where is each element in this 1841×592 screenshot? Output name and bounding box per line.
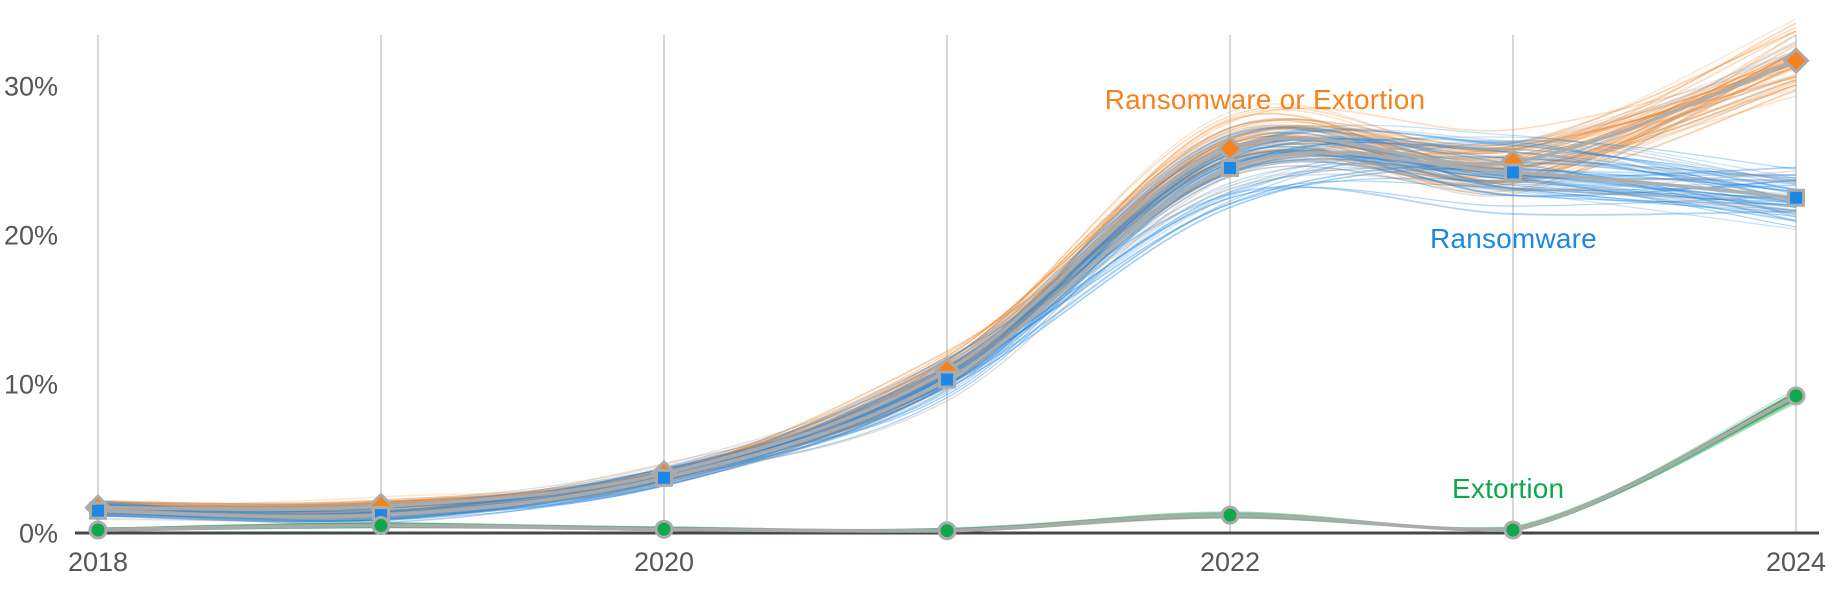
circle-marker-2021 xyxy=(937,521,957,541)
y-axis-tick-label-10%: 10% xyxy=(4,370,58,400)
x-axis-tick-label-2024: 2024 xyxy=(1766,547,1826,577)
diamond-marker-2024 xyxy=(1782,47,1810,75)
square-marker-2022 xyxy=(1221,158,1239,177)
circle-marker-2022 xyxy=(1220,505,1240,525)
x-axis-tick-label-2020: 2020 xyxy=(634,547,694,577)
y-axis-tick-label-20%: 20% xyxy=(4,221,58,251)
circle-marker-2018 xyxy=(88,520,108,540)
square-marker-2018 xyxy=(89,501,107,520)
series-label-extortion: Extortion xyxy=(1452,473,1565,504)
x-axis-tick-label-2022: 2022 xyxy=(1200,547,1260,577)
square-marker-2023 xyxy=(1504,163,1522,182)
series-label-ransomware: Ransomware xyxy=(1430,223,1597,254)
circle-marker-2024 xyxy=(1786,386,1806,406)
square-marker-2020 xyxy=(655,468,673,487)
circle-marker-2020 xyxy=(654,519,674,539)
square-marker-2024 xyxy=(1787,188,1805,207)
y-axis-tick-label-30%: 30% xyxy=(4,72,58,102)
circle-marker-2023 xyxy=(1503,520,1523,540)
circle-marker-2019 xyxy=(371,516,391,536)
square-marker-2021 xyxy=(938,370,956,389)
y-axis-tick-label-0%: 0% xyxy=(19,519,58,549)
x-axis-tick-label-2018: 2018 xyxy=(68,547,128,577)
series-label-ransomware-or-extortion: Ransomware or Extortion xyxy=(1104,84,1426,115)
